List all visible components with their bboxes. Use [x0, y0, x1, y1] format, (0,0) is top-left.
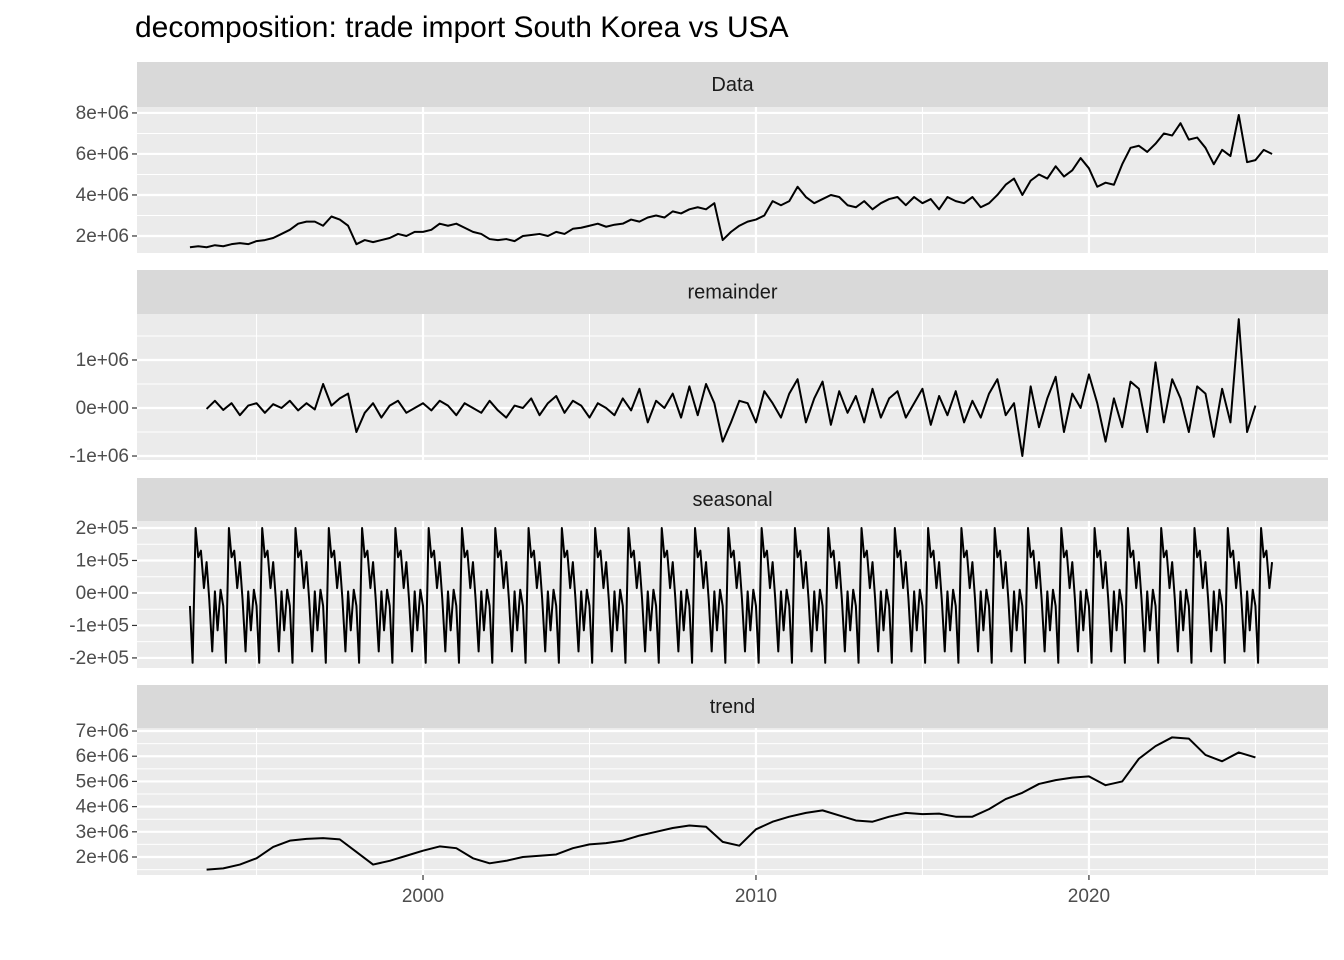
- strip-label: seasonal: [692, 489, 772, 511]
- y-tick-label: 8e+06: [76, 103, 129, 124]
- y-tick-label: 1e+05: [76, 550, 129, 571]
- strip: [137, 478, 1328, 521]
- strip: [137, 62, 1328, 107]
- y-tick-label: 0e+00: [76, 398, 129, 419]
- y-tick-label: 1e+06: [76, 350, 129, 371]
- series-line: [189, 114, 1273, 249]
- chart-title: decomposition: trade import South Korea …: [135, 11, 789, 44]
- strip-label: Data: [711, 74, 754, 96]
- y-tick-label: 4e+06: [76, 797, 129, 818]
- y-tick-label: 7e+06: [76, 721, 129, 742]
- y-tick-label: 3e+06: [76, 822, 129, 843]
- y-tick-label: 2e+06: [76, 847, 129, 868]
- series-line: [205, 318, 1257, 458]
- x-tick-label: 2000: [402, 886, 444, 907]
- y-tick-label: -1e+06: [69, 446, 129, 467]
- y-tick-label: 6e+06: [76, 144, 129, 165]
- series-line: [206, 736, 1256, 871]
- panel-background: [137, 107, 1328, 253]
- y-tick-label: -1e+05: [69, 615, 129, 636]
- y-tick-label: 2e+05: [76, 518, 129, 539]
- x-tick-label: 2020: [1068, 886, 1110, 907]
- panel-background: [137, 728, 1328, 875]
- y-tick-label: 5e+06: [76, 771, 129, 792]
- strip: [137, 685, 1328, 728]
- x-tick-label: 2010: [735, 886, 777, 907]
- y-tick-label: 4e+06: [76, 185, 129, 206]
- y-tick-label: -2e+05: [69, 648, 129, 669]
- strip-label: trend: [710, 696, 756, 718]
- series-line: [188, 526, 1274, 664]
- y-tick-label: 0e+00: [76, 583, 129, 604]
- y-tick-label: 6e+06: [76, 746, 129, 767]
- strip-label: remainder: [687, 281, 777, 303]
- strip: [137, 270, 1328, 314]
- y-tick-label: 2e+06: [76, 226, 129, 247]
